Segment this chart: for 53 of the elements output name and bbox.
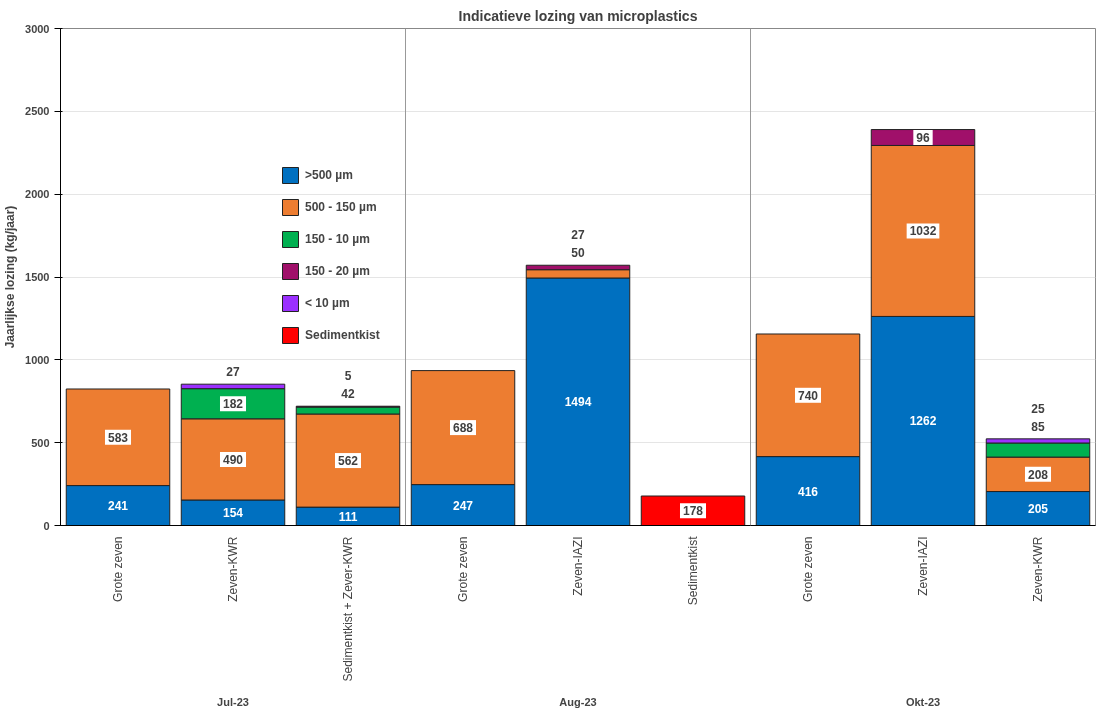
data-label: 1032 xyxy=(909,224,937,239)
chart-title: Indicatieve lozing van microplastics xyxy=(458,7,698,24)
data-label: 50 xyxy=(571,246,585,261)
data-label: 5 xyxy=(344,369,352,384)
x-tick-label: Sedimentkist + Zever-KWR xyxy=(341,536,355,682)
data-label: 111 xyxy=(338,509,358,524)
data-label: 583 xyxy=(107,430,129,445)
data-label: 25 xyxy=(1031,401,1045,416)
x-tick-label: Sedimentkist xyxy=(686,535,700,606)
data-label: 688 xyxy=(452,421,474,436)
data-label: 182 xyxy=(222,397,244,412)
data-label: 740 xyxy=(797,388,819,403)
x-tick-label: Zeven-IAZI xyxy=(571,536,585,596)
legend-label: 500 - 150 µm xyxy=(305,200,377,214)
data-label: 208 xyxy=(1027,467,1049,482)
y-tick-label: 2000 xyxy=(25,188,50,201)
data-label: 85 xyxy=(1031,419,1045,434)
x-tick-label: Zeven-IAZI xyxy=(916,536,930,596)
data-label: 247 xyxy=(452,498,474,513)
y-tick-label: 0 xyxy=(43,519,50,532)
data-label: 1494 xyxy=(564,395,592,410)
data-label: 1262 xyxy=(909,414,937,429)
data-label: 416 xyxy=(797,484,819,499)
y-tick-label: 1000 xyxy=(25,353,50,366)
x-tick-label: Zeven-KWR xyxy=(1031,536,1045,602)
data-label: 178 xyxy=(682,504,704,519)
legend-label: >500 µm xyxy=(305,168,353,182)
text: Jul-23 xyxy=(217,695,249,708)
data-label: 27 xyxy=(226,365,240,380)
data-label: 96 xyxy=(916,131,930,146)
data-label: 154 xyxy=(222,506,244,521)
data-label: 490 xyxy=(222,452,244,467)
x-tick-label: Zeven-KWR xyxy=(226,536,240,602)
bar xyxy=(640,495,746,526)
x-tick-label: Grote zeven xyxy=(456,536,470,602)
x-tick-label: Grote zeven xyxy=(801,536,815,602)
legend-label: 150 - 20 µm xyxy=(305,264,370,278)
legend-label: < 10 µm xyxy=(305,296,350,310)
y-axis-title: Jaarlijkse lozing (kg/jaar) xyxy=(3,205,18,349)
y-tick-label: 2500 xyxy=(25,105,50,118)
data-label: 27 xyxy=(571,228,585,243)
legend-label: 150 - 10 µm xyxy=(305,232,370,246)
data-label: 562 xyxy=(337,454,359,469)
data-label: 42 xyxy=(341,387,355,402)
data-label: 241 xyxy=(107,499,129,514)
text: Aug-23 xyxy=(559,695,597,708)
y-tick-label: 1500 xyxy=(25,271,50,283)
y-tick-label: 500 xyxy=(31,436,50,449)
x-tick-label: Grote zeven xyxy=(111,536,125,602)
legend-label: Sedimentkist xyxy=(305,328,380,342)
data-label: 205 xyxy=(1027,502,1049,517)
text: Okt-23 xyxy=(905,695,941,708)
y-tick-label: 3000 xyxy=(25,22,50,35)
